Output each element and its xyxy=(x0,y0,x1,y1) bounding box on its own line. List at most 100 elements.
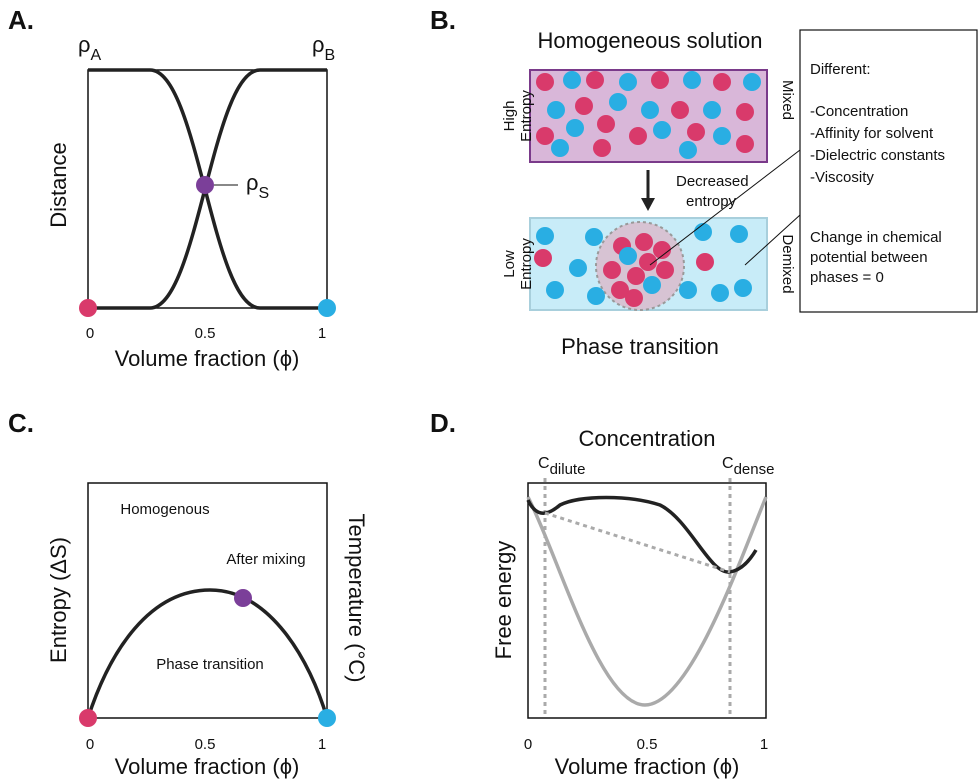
side-label: Low xyxy=(501,250,518,278)
title: Concentration xyxy=(579,426,716,451)
particle xyxy=(730,225,748,243)
particle xyxy=(639,253,657,271)
x-tick-label: 0.5 xyxy=(637,736,658,753)
particle xyxy=(603,261,621,279)
plot-frame xyxy=(527,482,767,719)
particle xyxy=(653,241,671,259)
particles xyxy=(534,223,752,307)
particle xyxy=(611,281,629,299)
side-label: Entropy xyxy=(518,238,535,290)
title: Homogeneous solution xyxy=(537,28,762,53)
particle xyxy=(597,115,615,133)
particle xyxy=(619,73,637,91)
particle xyxy=(536,227,554,245)
particle xyxy=(641,101,659,119)
arrow-label: entropy xyxy=(686,193,737,210)
particle xyxy=(546,281,564,299)
particles xyxy=(536,71,761,159)
particle xyxy=(651,71,669,89)
tangent xyxy=(544,511,731,574)
c-dense: Cdense xyxy=(722,455,774,478)
particle xyxy=(736,135,754,153)
x-tick-label: 0 xyxy=(86,736,94,753)
y2-label: Temperature (°C) xyxy=(344,514,369,683)
particle xyxy=(627,267,645,285)
particle xyxy=(547,101,565,119)
particle xyxy=(609,93,627,111)
box-note: phases = 0 xyxy=(810,269,884,286)
x-label: Volume fraction (ϕ) xyxy=(115,346,300,371)
x-tick-label: 1 xyxy=(318,325,326,342)
info-box xyxy=(799,29,978,313)
particle xyxy=(593,139,611,157)
particle xyxy=(643,276,661,294)
particle xyxy=(671,101,689,119)
side-label: Mixed xyxy=(779,80,796,120)
c-dilute: Cdilute xyxy=(538,455,585,478)
particle xyxy=(536,127,554,145)
curve xyxy=(86,588,329,719)
rho-a: ρA xyxy=(78,32,102,64)
x-label: Volume fraction (ϕ) xyxy=(115,754,300,779)
leader xyxy=(744,214,801,266)
rho-b: ρB xyxy=(312,32,335,64)
panel-label: A. xyxy=(8,5,34,35)
arrow-label: Decreased xyxy=(676,173,749,190)
y-label: Free energy xyxy=(491,541,516,660)
plot-frame xyxy=(87,482,328,719)
particle xyxy=(743,73,761,91)
y-label: Entropy (ΔS) xyxy=(46,537,71,663)
point xyxy=(79,709,97,727)
particle xyxy=(551,139,569,157)
particle xyxy=(585,228,603,246)
particle xyxy=(569,259,587,277)
box-note: potential between xyxy=(810,249,928,266)
particle xyxy=(656,261,674,279)
particle xyxy=(713,73,731,91)
side-label: High xyxy=(501,101,518,132)
particle xyxy=(711,284,729,302)
particle xyxy=(679,141,697,159)
point xyxy=(318,709,336,727)
point xyxy=(234,589,252,607)
panel-label: B. xyxy=(430,5,456,35)
box-item: -Dielectric constants xyxy=(810,147,945,164)
y-label: Distance xyxy=(46,142,71,228)
point xyxy=(79,299,97,317)
point xyxy=(196,176,214,194)
particle xyxy=(703,101,721,119)
panel-label: C. xyxy=(8,408,34,438)
x-tick-label: 0 xyxy=(524,736,532,753)
particle xyxy=(566,119,584,137)
plot-frame xyxy=(87,69,328,309)
particle xyxy=(587,287,605,305)
x-tick-label: 0.5 xyxy=(195,325,216,342)
rho-s: ρS xyxy=(246,170,269,202)
x-tick-label: 1 xyxy=(318,736,326,753)
arrowhead xyxy=(641,198,655,211)
particle xyxy=(625,289,643,307)
curve xyxy=(526,495,758,574)
particle xyxy=(619,247,637,265)
particle xyxy=(683,71,701,89)
box-heading: Different: xyxy=(810,61,871,78)
point xyxy=(318,299,336,317)
particle xyxy=(629,127,647,145)
particle xyxy=(536,73,554,91)
particle xyxy=(713,127,731,145)
side-label: Entropy xyxy=(518,90,535,142)
particle xyxy=(694,223,712,241)
box-item: -Concentration xyxy=(810,103,908,120)
particle xyxy=(679,281,697,299)
side-label: Demixed xyxy=(779,234,796,293)
leader xyxy=(649,149,801,266)
particle xyxy=(734,279,752,297)
particle xyxy=(696,253,714,271)
particle xyxy=(653,121,671,139)
point-label: After mixing xyxy=(226,551,305,568)
panel-label: D. xyxy=(430,408,456,438)
x-tick-label: 1 xyxy=(760,736,768,753)
particle xyxy=(575,97,593,115)
x-tick-label: 0.5 xyxy=(195,736,216,753)
